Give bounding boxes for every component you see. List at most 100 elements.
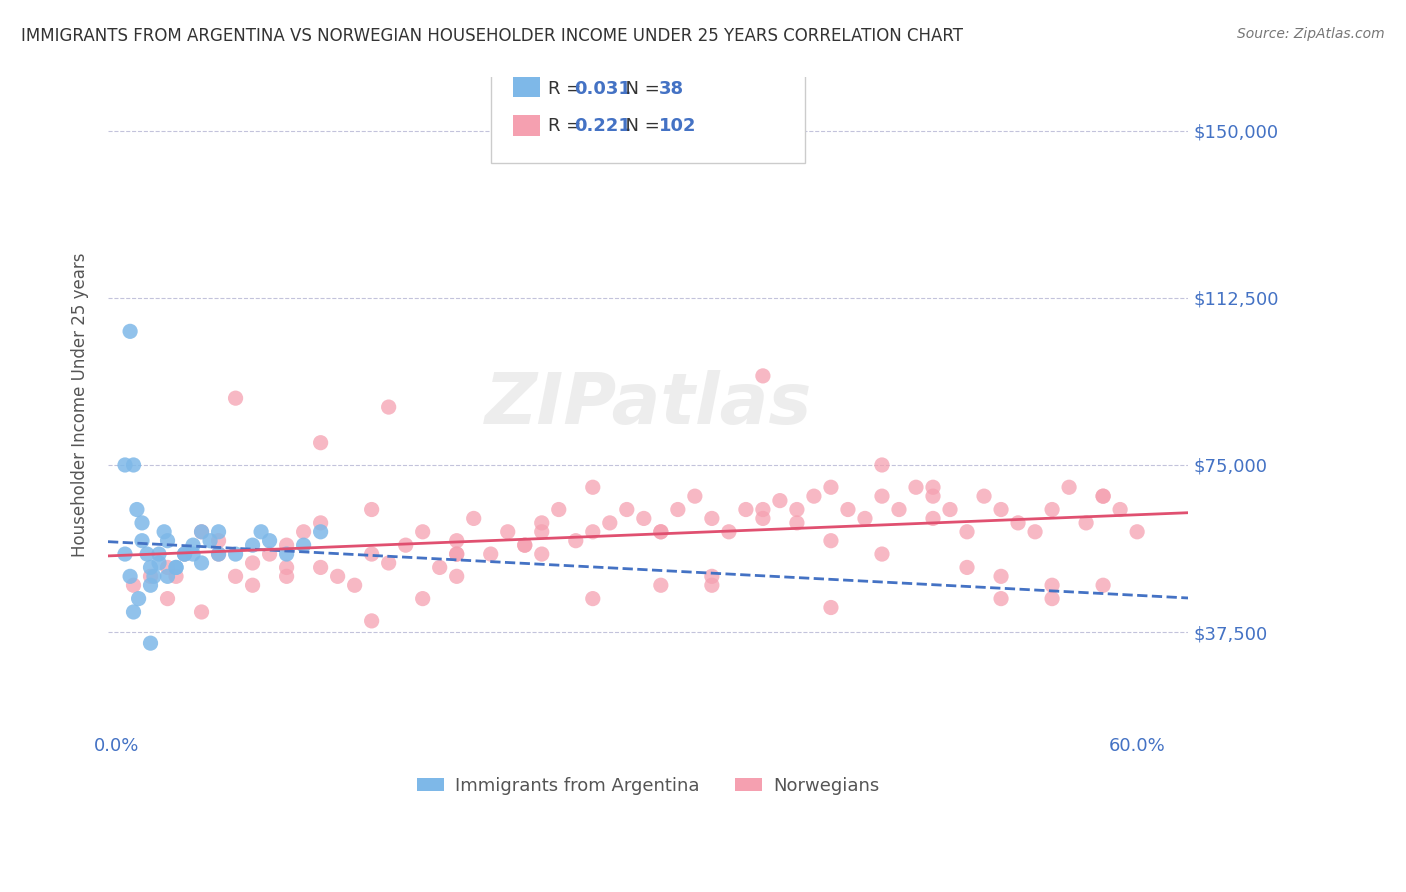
Point <box>582 591 605 606</box>
Point <box>377 556 399 570</box>
Point <box>207 524 229 539</box>
Point <box>120 324 142 338</box>
Point <box>870 489 893 503</box>
Point <box>530 547 553 561</box>
Point <box>633 511 655 525</box>
Point <box>582 480 605 494</box>
FancyBboxPatch shape <box>513 115 540 136</box>
Text: 102: 102 <box>659 117 696 135</box>
Point <box>128 591 150 606</box>
Point <box>139 560 162 574</box>
Point <box>1057 480 1080 494</box>
Point <box>242 538 264 552</box>
Point <box>565 533 588 548</box>
Point <box>292 538 315 552</box>
Point <box>309 516 332 530</box>
Y-axis label: Householder Income Under 25 years: Householder Income Under 25 years <box>72 252 89 558</box>
Point <box>650 524 672 539</box>
Point <box>700 511 723 525</box>
Point <box>1092 578 1115 592</box>
Text: IMMIGRANTS FROM ARGENTINA VS NORWEGIAN HOUSEHOLDER INCOME UNDER 25 YEARS CORRELA: IMMIGRANTS FROM ARGENTINA VS NORWEGIAN H… <box>21 27 963 45</box>
Point <box>446 533 468 548</box>
Point <box>786 502 808 516</box>
Point <box>242 556 264 570</box>
Point <box>990 591 1012 606</box>
Point <box>1040 591 1063 606</box>
Point <box>752 502 775 516</box>
Point <box>156 569 179 583</box>
Point <box>173 547 195 561</box>
Text: R =: R = <box>547 117 586 135</box>
Point <box>225 547 247 561</box>
Point <box>131 533 153 548</box>
Point <box>769 493 792 508</box>
Legend: Immigrants from Argentina, Norwegians: Immigrants from Argentina, Norwegians <box>409 770 887 802</box>
Point <box>870 458 893 472</box>
Point <box>700 578 723 592</box>
Point <box>973 489 995 503</box>
Point <box>904 480 927 494</box>
Point <box>114 458 136 472</box>
Point <box>122 578 145 592</box>
Point <box>956 560 979 574</box>
Point <box>887 502 910 516</box>
Point <box>360 547 382 561</box>
Point <box>429 560 451 574</box>
Point <box>190 524 212 539</box>
Point <box>582 524 605 539</box>
Text: 0.221: 0.221 <box>575 117 631 135</box>
Point <box>446 547 468 561</box>
Point <box>276 538 298 552</box>
Point <box>131 516 153 530</box>
Point <box>156 591 179 606</box>
Point <box>1040 578 1063 592</box>
Point <box>820 533 842 548</box>
Point <box>207 547 229 561</box>
Point <box>513 538 536 552</box>
Point <box>181 538 204 552</box>
Point <box>173 547 195 561</box>
Point <box>309 560 332 574</box>
Point <box>225 391 247 405</box>
Point <box>360 502 382 516</box>
Point <box>259 547 281 561</box>
Point <box>292 524 315 539</box>
Point <box>922 489 945 503</box>
Text: ZIPatlas: ZIPatlas <box>485 370 811 440</box>
Point <box>412 591 434 606</box>
Point <box>1074 516 1097 530</box>
Point <box>309 524 332 539</box>
Point <box>446 569 468 583</box>
Point <box>990 569 1012 583</box>
Point <box>207 547 229 561</box>
Point <box>250 524 273 539</box>
Point <box>139 569 162 583</box>
Point <box>276 569 298 583</box>
Point <box>990 502 1012 516</box>
Point <box>122 458 145 472</box>
Point <box>479 547 502 561</box>
Point <box>142 569 165 583</box>
Point <box>530 516 553 530</box>
Text: Source: ZipAtlas.com: Source: ZipAtlas.com <box>1237 27 1385 41</box>
Text: 38: 38 <box>659 79 683 97</box>
Point <box>616 502 638 516</box>
Point <box>190 556 212 570</box>
Point <box>165 560 187 574</box>
Point <box>1007 516 1029 530</box>
Point <box>156 560 179 574</box>
Point <box>820 480 842 494</box>
Point <box>148 556 170 570</box>
Point <box>139 578 162 592</box>
Point <box>412 524 434 539</box>
Point <box>181 547 204 561</box>
Point <box>173 547 195 561</box>
Point <box>190 605 212 619</box>
Point <box>125 502 148 516</box>
Point <box>1126 524 1149 539</box>
Point <box>309 435 332 450</box>
Point <box>752 368 775 383</box>
Point <box>114 547 136 561</box>
Point <box>496 524 519 539</box>
Point <box>786 516 808 530</box>
